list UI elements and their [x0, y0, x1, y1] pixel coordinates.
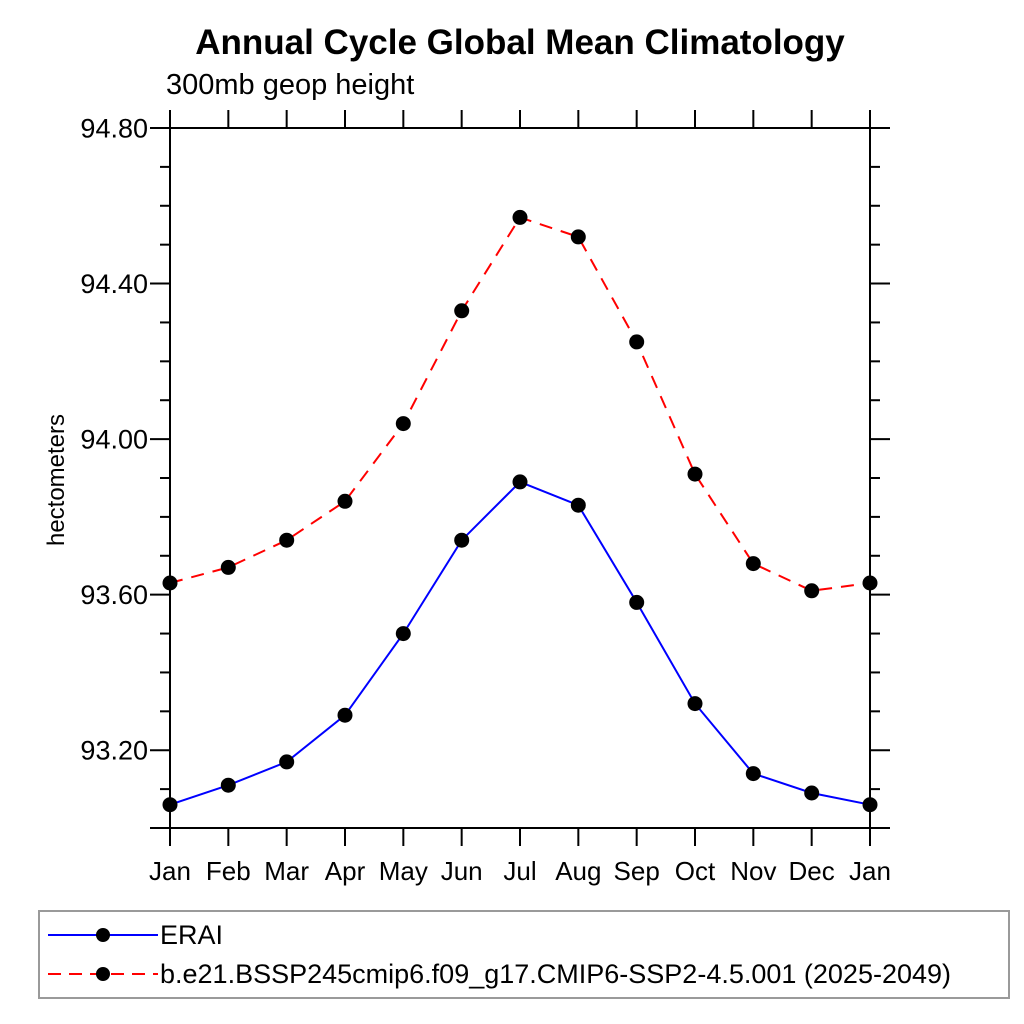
legend: ERAI b.e21.BSSP245cmip6.f09_g17.CMIP6-SS…: [38, 910, 1010, 999]
data-point-marker-1: [395, 416, 411, 432]
x-axis-tick-label: Jan: [849, 856, 891, 886]
chart-subtitle: 300mb geop height: [166, 69, 415, 101]
x-axis-tick-label: Dec: [789, 856, 835, 886]
data-point-marker-0: [745, 766, 761, 782]
chart-title: Annual Cycle Global Mean Climatology: [195, 23, 845, 62]
data-point-marker-0: [337, 707, 353, 723]
x-axis-tick-label: Jul: [503, 856, 536, 886]
legend-sample-marker: [96, 928, 110, 943]
data-point-marker-0: [395, 626, 411, 642]
legend-sample-marker: [96, 966, 110, 981]
data-point-marker-1: [337, 493, 353, 509]
data-point-marker-1: [279, 532, 295, 548]
legend-label-model: b.e21.BSSP245cmip6.f09_g17.CMIP6-SSP2-4.…: [160, 958, 952, 989]
data-point-marker-1: [629, 334, 645, 350]
x-axis-tick-label: Jun: [441, 856, 483, 886]
data-point-marker-0: [220, 777, 236, 793]
series-line-1: [169, 216, 871, 592]
data-point-marker-1: [687, 466, 703, 482]
series-line-0: [169, 480, 871, 806]
data-point-marker-0: [862, 797, 878, 813]
legend-sample-erai: [48, 928, 158, 943]
y-axis-tick-label: 93.20: [80, 736, 148, 766]
data-point-marker-1: [162, 575, 178, 591]
data-point-marker-0: [629, 594, 645, 610]
data-point-marker-0: [454, 532, 470, 548]
data-point-marker-0: [279, 754, 295, 770]
data-point-marker-1: [454, 303, 470, 319]
data-point-marker-1: [804, 583, 820, 599]
x-axis-tick-label: Apr: [325, 856, 366, 886]
y-axis-tick-label: 94.00: [80, 425, 148, 455]
data-point-marker-1: [862, 575, 878, 591]
x-axis-tick-label: May: [379, 856, 428, 886]
legend-item-erai: ERAI: [46, 920, 1008, 950]
x-axis-tick-label: Sep: [614, 856, 660, 886]
y-axis-tick-label: 93.60: [80, 580, 148, 610]
data-point-marker-0: [687, 696, 703, 712]
data-point-marker-0: [570, 497, 586, 513]
data-point-marker-1: [220, 559, 236, 575]
x-axis-tick-label: Aug: [555, 856, 601, 886]
data-point-marker-1: [745, 556, 761, 572]
data-point-marker-1: [512, 209, 528, 225]
legend-label-erai: ERAI: [160, 920, 224, 951]
data-point-marker-0: [512, 474, 528, 490]
x-axis-tick-label: Jan: [149, 856, 191, 886]
legend-item-model: b.e21.BSSP245cmip6.f09_g17.CMIP6-SSP2-4.…: [46, 959, 1008, 989]
x-axis-tick-label: Oct: [675, 856, 716, 886]
x-axis-tick-label: Nov: [730, 856, 776, 886]
y-axis-tick-label: 94.40: [80, 269, 148, 299]
legend-sample-model: [48, 966, 158, 981]
x-axis-tick-label: Feb: [206, 856, 251, 886]
data-point-marker-0: [804, 785, 820, 801]
y-axis-tick-label: 94.80: [80, 113, 148, 143]
x-axis-tick-label: Mar: [264, 856, 309, 886]
plot-border: [169, 127, 871, 829]
data-point-marker-0: [162, 797, 178, 813]
data-point-marker-1: [570, 229, 586, 245]
